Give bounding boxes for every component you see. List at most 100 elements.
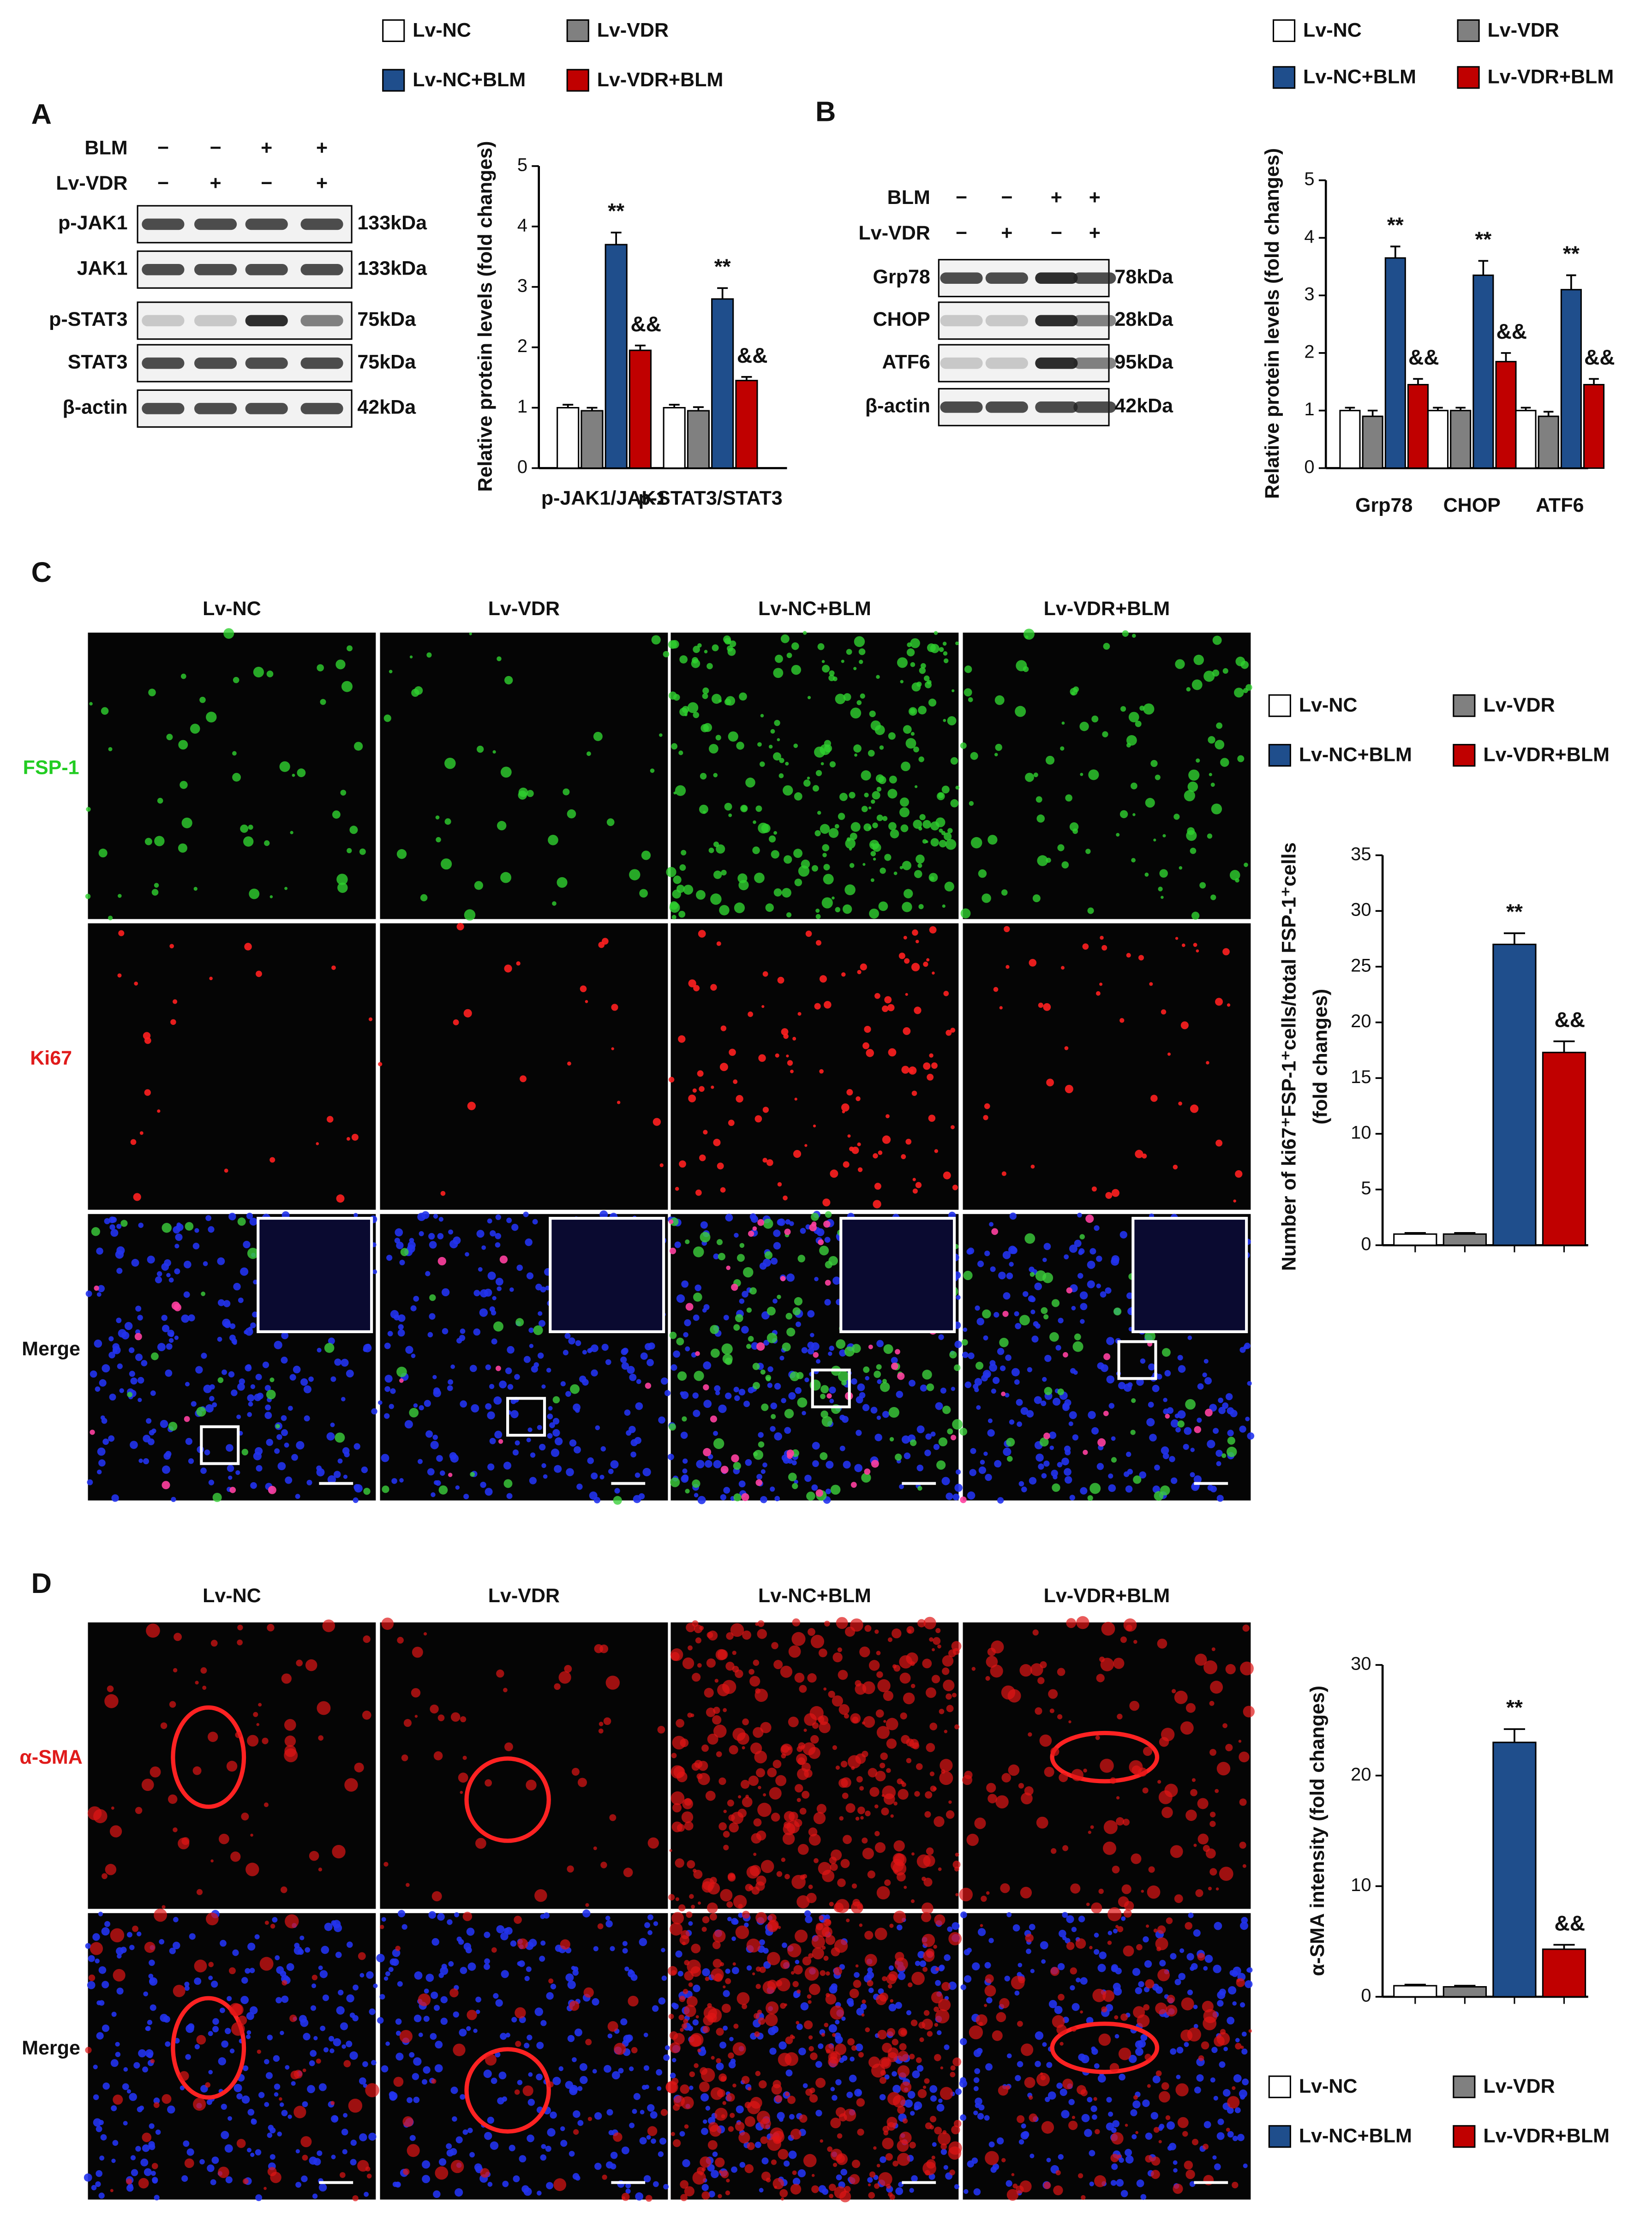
- blot-band: [985, 272, 1028, 284]
- cell: [466, 2026, 471, 2031]
- cell: [196, 2035, 206, 2045]
- cell: [682, 706, 689, 713]
- cell: [220, 1940, 227, 1947]
- cell: [255, 2149, 262, 2155]
- cell: [944, 1954, 951, 1961]
- cell: [777, 1294, 781, 1299]
- cell: [861, 770, 871, 781]
- cell: [410, 1305, 417, 1311]
- cell: [693, 1314, 700, 1321]
- cell: [487, 1411, 495, 1419]
- cell: [797, 1397, 808, 1408]
- cell: [898, 952, 905, 959]
- cell: [743, 1267, 754, 1278]
- cell: [829, 761, 836, 767]
- cell: [757, 1620, 765, 1627]
- bar: [1450, 410, 1472, 469]
- cell: [1058, 1994, 1065, 2001]
- inset: [257, 1216, 373, 1333]
- cell: [883, 1690, 893, 1701]
- cell: [850, 707, 862, 718]
- cell: [1011, 2173, 1015, 2176]
- cell: [794, 878, 802, 886]
- cell: [194, 1959, 207, 1973]
- cell: [1113, 1307, 1122, 1316]
- cell: [694, 1493, 699, 1497]
- cell: [232, 772, 241, 782]
- cell: [712, 1929, 726, 1943]
- cell: [784, 1811, 795, 1822]
- cell: [796, 1989, 801, 1994]
- cell: [1185, 1399, 1196, 1410]
- cell: [1132, 2100, 1141, 2108]
- cell: [815, 2061, 822, 2068]
- cell: [1241, 2048, 1248, 2055]
- cell: [569, 2000, 580, 2011]
- cell: [735, 1669, 743, 1678]
- cell: [904, 889, 913, 898]
- cell: [1165, 2115, 1171, 2120]
- cell: [788, 1473, 797, 1482]
- cell: [295, 2182, 301, 2188]
- cell: [541, 1463, 546, 1468]
- cell: [219, 1833, 229, 1844]
- cell: [1111, 1189, 1119, 1197]
- cell: [1079, 721, 1089, 731]
- cell: [950, 799, 959, 808]
- cell: [830, 1863, 838, 1871]
- cell: [841, 2016, 846, 2021]
- cell: [794, 1672, 805, 1683]
- cell: [952, 1922, 960, 1930]
- cell: [210, 2179, 216, 2185]
- cell: [331, 2155, 336, 2160]
- cell: [173, 1827, 178, 1832]
- cell: [183, 2140, 190, 2147]
- cell: [825, 1211, 832, 1218]
- cell: [384, 1413, 390, 1419]
- cell: [1071, 2026, 1077, 2032]
- cell: [579, 2063, 587, 2071]
- cell: [348, 2098, 363, 2113]
- cell: [1054, 2005, 1063, 2014]
- cell: [175, 1233, 183, 1241]
- cell: [707, 1882, 720, 1895]
- cell: [395, 1228, 403, 1237]
- cell: [691, 1944, 701, 1953]
- cell: [1241, 1916, 1248, 1924]
- cell: [202, 1685, 207, 1690]
- cell: [1057, 1963, 1065, 1970]
- cell: [1080, 1977, 1088, 1985]
- cell: [1078, 1916, 1085, 1922]
- cell: [123, 2121, 128, 2126]
- cell: [1046, 2157, 1051, 2162]
- cell: [903, 1692, 915, 1705]
- cell: [731, 1283, 738, 1291]
- cell: [720, 1466, 729, 1474]
- cell: [1068, 1720, 1071, 1724]
- cell: [760, 1369, 766, 1375]
- cell: [838, 1670, 848, 1680]
- cell: [539, 1320, 545, 1327]
- cell: [1069, 1495, 1075, 1501]
- cell: [888, 732, 896, 740]
- cell: [785, 761, 789, 766]
- cell: [224, 1168, 228, 1173]
- cell: [150, 1766, 161, 1778]
- cell: [313, 2036, 318, 2041]
- cell: [1081, 2113, 1090, 2122]
- cell: [844, 884, 856, 896]
- cell: [753, 1659, 760, 1666]
- cell: [392, 2181, 398, 2187]
- cell: [808, 1628, 815, 1636]
- cell: [846, 837, 851, 842]
- cell: [150, 1352, 159, 1360]
- cell: [95, 2181, 101, 2187]
- cell: [453, 1236, 461, 1245]
- cell: [783, 1195, 788, 1201]
- cell: [207, 2164, 215, 2172]
- cell: [886, 2028, 895, 2036]
- y-tick-label: 10: [1351, 1123, 1371, 1143]
- cell: [948, 1982, 957, 1990]
- cell: [489, 1437, 496, 1444]
- cell: [782, 1342, 791, 1352]
